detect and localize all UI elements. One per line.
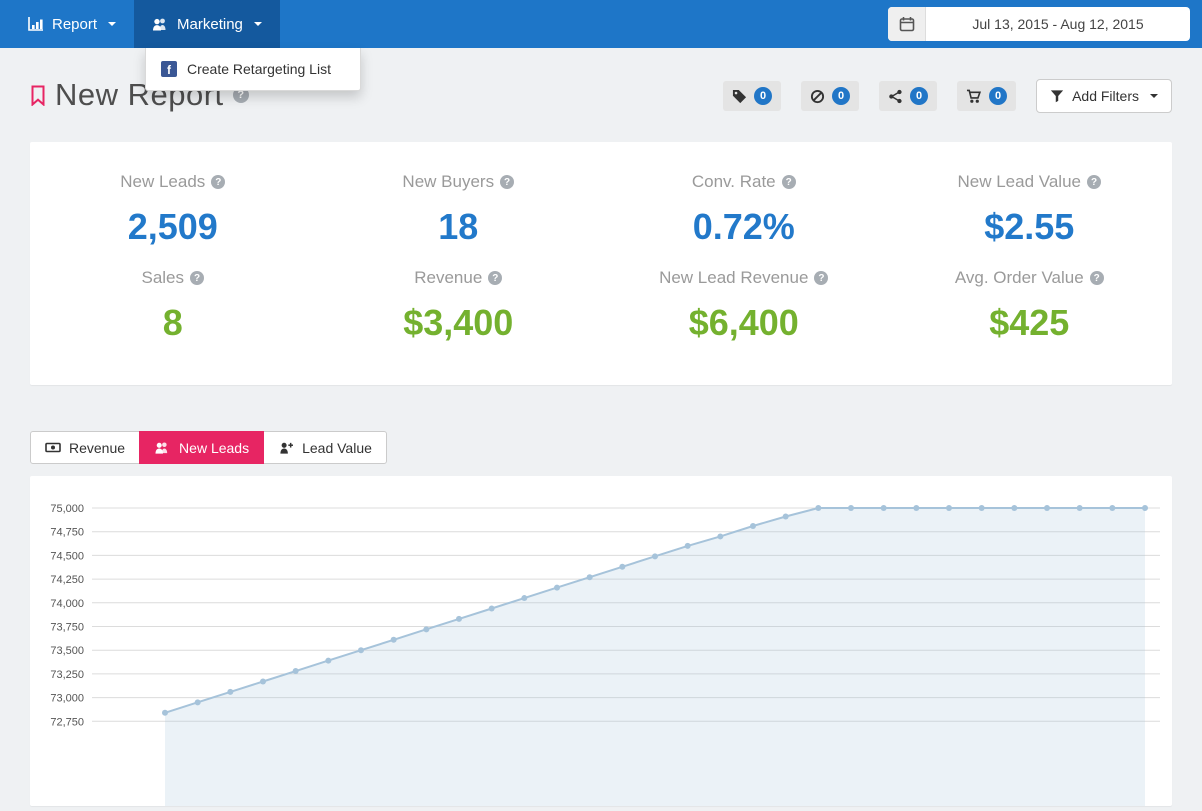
metric-label: Avg. Order Value [954,268,1084,287]
help-icon[interactable]: ? [190,271,205,285]
nav-report[interactable]: Report [10,0,134,48]
menu-item-create-retargeting-list[interactable]: f Create Retargeting List [146,53,360,85]
help-icon[interactable]: ? [814,271,829,285]
tab-lead-value[interactable]: Lead Value [263,431,387,464]
marketing-dropdown-menu: f Create Retargeting List [145,48,361,91]
help-icon[interactable]: ? [500,175,515,189]
add-filters-button[interactable]: Add Filters [1036,79,1172,113]
line-chart: 75,000 74,750 74,500 74,250 74,000 73,750 73,5… [50,503,1160,806]
metrics-row-2: Sales? 8 Revenue? $3,400 New Lead Revenu… [30,268,1172,344]
metric-label: Conv. Rate [691,172,776,191]
exclusion-count-badge: 0 [832,87,851,105]
tab-revenue[interactable]: Revenue [30,431,141,464]
svg-text:73,500: 73,500 [50,645,84,657]
metric-new-buyers: New Buyers? 18 [316,172,602,248]
bar-chart-icon [28,16,44,32]
share-icon [888,89,903,104]
banknote-icon [45,441,61,454]
svg-text:74,750: 74,750 [50,527,84,539]
title-help-icon[interactable]: ? [232,87,249,103]
metrics-row-1: New Leads? 2,509 New Buyers? 18 Conv. Ra… [30,172,1172,248]
filter-pill-cart[interactable]: 0 [957,81,1017,111]
svg-text:73,000: 73,000 [50,693,84,705]
date-range-text: Jul 13, 2015 - Aug 12, 2015 [972,16,1144,32]
circle-slash-icon [810,89,825,104]
tab-label: Revenue [69,439,126,456]
date-range-picker[interactable]: Jul 13, 2015 - Aug 12, 2015 [888,7,1190,41]
cart-count-badge: 0 [989,87,1008,105]
tab-label: Lead Value [302,439,372,456]
help-icon[interactable]: ? [211,175,226,189]
svg-text:73,250: 73,250 [50,669,84,681]
add-filters-label: Add Filters [1072,88,1139,104]
bookmark-icon[interactable] [30,85,46,106]
svg-text:74,500: 74,500 [50,550,84,562]
metric-value: $2.55 [984,206,1075,247]
cart-icon [966,89,982,104]
svg-text:74,250: 74,250 [50,574,84,586]
svg-text:74,000: 74,000 [50,598,84,610]
caret-down-icon [253,22,262,26]
filter-bar: 0 0 0 0 Add Filters [723,79,1172,113]
metric-value: 2,509 [127,206,218,247]
funnel-icon [1050,89,1064,103]
tag-icon [732,89,747,104]
svg-text:72,750: 72,750 [50,716,84,728]
tab-label: New Leads [179,439,250,456]
svg-text:75,000: 75,000 [50,503,84,515]
metric-value: $3,400 [403,302,514,343]
metric-label: New Buyers [402,172,495,191]
caret-down-icon [1150,94,1158,98]
metric-label: Sales [141,268,185,287]
metric-value: 8 [162,302,183,343]
metric-label: New Leads [120,172,206,191]
metric-new-leads: New Leads? 2,509 [30,172,316,248]
metric-sales: Sales? 8 [30,268,316,344]
chart-card: 75,000 74,750 74,500 74,250 74,000 73,750 73,5… [30,476,1172,806]
metric-value: $6,400 [688,302,799,343]
help-icon[interactable]: ? [1089,271,1104,285]
nav-marketing[interactable]: Marketing [134,0,280,48]
facebook-icon: f [161,61,177,77]
metric-avg-order-value: Avg. Order Value? $425 [887,268,1173,344]
top-navbar: Report Marketing Jul 13, 2015 - Aug 12, … [0,0,1202,48]
metric-label: New Lead Revenue [659,268,809,287]
share-count-badge: 0 [910,87,929,105]
users-icon [154,441,171,455]
metric-new-lead-value: New Lead Value? $2.55 [887,172,1173,248]
chart-tab-group: Revenue New Leads Lead Value [30,431,387,464]
metric-value: 0.72% [692,206,795,247]
tag-count-badge: 0 [754,87,773,105]
users-icon [152,17,169,32]
metrics-card: New Leads? 2,509 New Buyers? 18 Conv. Ra… [30,142,1172,385]
tab-new-leads[interactable]: New Leads [139,431,265,464]
nav-marketing-label: Marketing [177,15,243,33]
metric-revenue: Revenue? $3,400 [316,268,602,344]
person-plus-icon [278,441,294,455]
metric-label: Revenue [414,268,483,287]
menu-item-label: Create Retargeting List [187,61,331,77]
help-icon[interactable]: ? [1087,175,1101,189]
metric-label: New Lead Value [957,172,1082,191]
metric-value: 18 [438,206,479,247]
caret-down-icon [108,22,117,26]
filter-pill-shares[interactable]: 0 [879,81,938,111]
metric-new-lead-revenue: New Lead Revenue? $6,400 [601,268,887,344]
metric-value: $425 [989,302,1070,343]
filter-pill-tags[interactable]: 0 [723,81,782,111]
svg-text:73,750: 73,750 [50,622,84,634]
help-icon[interactable]: ? [781,175,796,189]
help-icon[interactable]: ? [488,271,503,285]
nav-report-label: Report [52,15,98,33]
metric-conv-rate: Conv. Rate? 0.72% [601,172,887,248]
filter-pill-exclusions[interactable]: 0 [801,81,860,111]
calendar-icon [888,7,926,41]
